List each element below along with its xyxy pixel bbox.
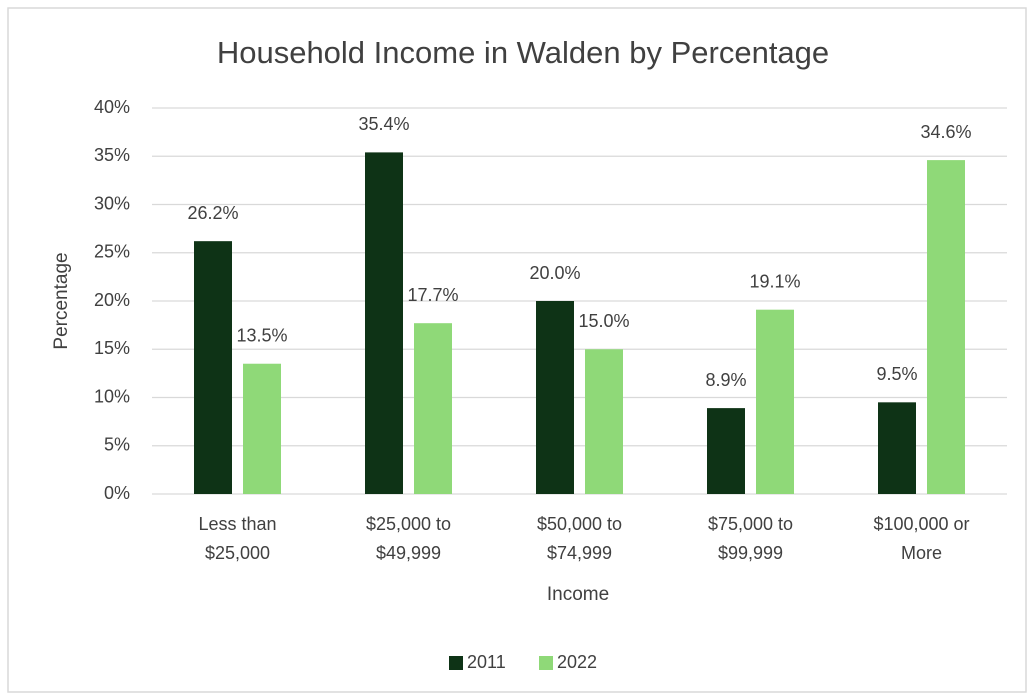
- x-tick-label: $74,999: [547, 543, 612, 563]
- bar: [243, 363, 281, 494]
- legend-swatch: [449, 656, 463, 670]
- y-axis-title: Percentage: [51, 252, 72, 349]
- chart-border: [7, 7, 1027, 693]
- y-tick-label: 30%: [94, 193, 130, 213]
- x-tick-label: $49,999: [376, 543, 441, 563]
- bar: [585, 349, 623, 494]
- y-tick-label: 0%: [104, 483, 130, 503]
- bar: [756, 309, 794, 494]
- y-tick-label: 5%: [104, 435, 130, 455]
- y-tick-label: 10%: [94, 386, 130, 406]
- y-tick-label: 15%: [94, 338, 130, 358]
- bar: [536, 301, 574, 494]
- data-label: 17.7%: [407, 285, 458, 305]
- y-tick-label: 35%: [94, 145, 130, 165]
- x-tick-label: $75,000 to: [708, 514, 793, 534]
- bar: [878, 402, 916, 494]
- legend-label: 2022: [557, 652, 597, 672]
- x-tick-label: Less than: [198, 514, 276, 534]
- data-label: 26.2%: [187, 203, 238, 223]
- y-tick-label: 40%: [94, 97, 130, 117]
- data-label: 8.9%: [705, 370, 746, 390]
- bar: [194, 241, 232, 494]
- x-tick-label: $25,000 to: [366, 514, 451, 534]
- data-label: 20.0%: [529, 263, 580, 283]
- bar: [365, 152, 403, 494]
- x-tick-label: $99,999: [718, 543, 783, 563]
- data-label: 19.1%: [749, 271, 800, 291]
- data-label: 15.0%: [578, 311, 629, 331]
- bar: [414, 323, 452, 494]
- x-tick-label: $25,000: [205, 543, 270, 563]
- legend-swatch: [539, 656, 553, 670]
- x-tick-label: $100,000 or: [873, 514, 969, 534]
- bar: [927, 160, 965, 495]
- x-axis-title: Income: [547, 584, 609, 605]
- y-tick-label: 20%: [94, 290, 130, 310]
- x-tick-label: More: [901, 543, 942, 563]
- y-tick-label: 25%: [94, 242, 130, 262]
- data-label: 13.5%: [236, 325, 287, 345]
- data-label: 34.6%: [920, 122, 971, 142]
- chart-title: Household Income in Walden by Percentage: [217, 35, 829, 70]
- x-tick-label: $50,000 to: [537, 514, 622, 534]
- data-label: 35.4%: [358, 114, 409, 134]
- bar: [707, 408, 745, 494]
- data-label: 9.5%: [876, 364, 917, 384]
- legend-label: 2011: [467, 652, 506, 672]
